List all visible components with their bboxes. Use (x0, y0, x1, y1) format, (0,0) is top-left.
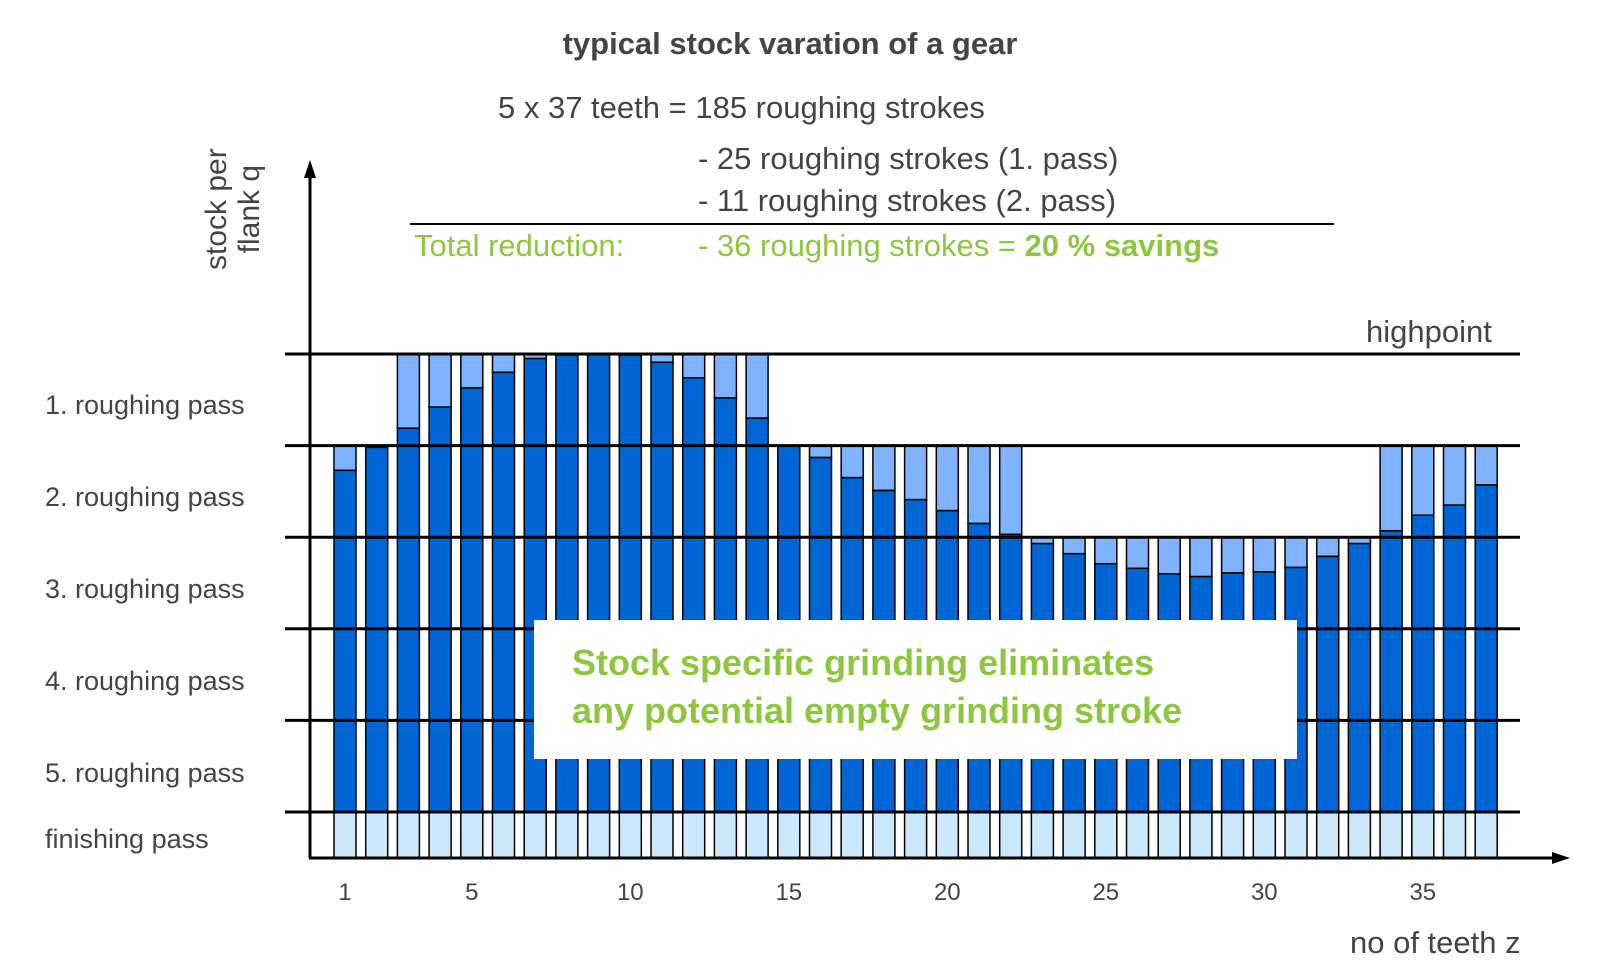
x-tick-10: 10 (617, 879, 644, 906)
summary-line-3: - 11 roughing strokes (2. pass) (698, 183, 1117, 218)
callout-line-1: Stock specific grinding eliminates (572, 642, 1155, 683)
level-label-pass-3: 3. roughing pass (45, 574, 245, 604)
level-label-pass-1: 1. roughing pass (45, 390, 245, 420)
y-axis-label-line-1: stock per (200, 148, 233, 270)
x-axis-label: no of teeth z (1350, 925, 1521, 960)
x-tick-30: 30 (1251, 879, 1278, 906)
y-axis-arrow-icon (304, 160, 316, 178)
total-reduction-label: Total reduction: (414, 228, 625, 263)
level-label-pass-2: 2. roughing pass (45, 482, 245, 512)
x-axis-arrow-icon (1552, 852, 1570, 864)
summary-line-1: 5 x 37 teeth = 185 roughing strokes (498, 90, 985, 125)
y-axis-label-line-2: flank q (233, 164, 266, 254)
level-label-pass-5: 5. roughing pass (45, 758, 245, 788)
x-tick-labels: 1 5 10 15 20 25 30 35 (338, 879, 1436, 906)
axes (304, 160, 1570, 864)
chart-title: typical stock varation of a gear (562, 26, 1018, 61)
x-tick-15: 15 (775, 879, 802, 906)
callout-line-2: any potential empty grinding stroke (572, 690, 1183, 731)
level-label-pass-4: 4. roughing pass (45, 666, 245, 696)
x-tick-5: 5 (465, 879, 478, 906)
y-axis-label: stock per flank q (200, 148, 266, 270)
savings: 20 % savings (1024, 228, 1220, 263)
level-label-finishing: finishing pass (45, 824, 209, 854)
x-tick-20: 20 (934, 879, 961, 906)
callout-box: Stock specific grinding eliminates any p… (534, 620, 1297, 759)
total-reduction-value: - 36 roughing strokes = 20 % savings (698, 228, 1219, 264)
x-tick-35: 35 (1409, 879, 1436, 906)
x-tick-25: 25 (1092, 879, 1119, 906)
total-strokes: - 36 roughing strokes = (698, 228, 1025, 263)
highpoint-label: highpoint (1366, 314, 1492, 349)
summary-line-2: - 25 roughing strokes (1. pass) (698, 141, 1119, 176)
x-tick-1: 1 (338, 879, 351, 906)
